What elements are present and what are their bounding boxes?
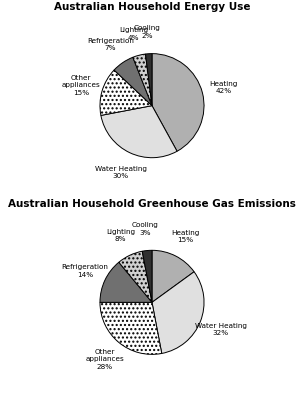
Wedge shape <box>146 54 152 106</box>
Text: Refrigeration
7%: Refrigeration 7% <box>87 38 134 51</box>
Text: Heating
42%: Heating 42% <box>209 80 238 94</box>
Wedge shape <box>152 272 204 354</box>
Text: Heating
15%: Heating 15% <box>171 230 200 243</box>
Text: Refrigeration
14%: Refrigeration 14% <box>62 264 109 278</box>
Text: Other
appliances
28%: Other appliances 28% <box>85 349 124 370</box>
Text: Lighting
4%: Lighting 4% <box>119 27 148 41</box>
Wedge shape <box>100 70 152 116</box>
Title: Australian Household Energy Use: Australian Household Energy Use <box>54 2 250 12</box>
Text: Cooling
3%: Cooling 3% <box>132 222 158 236</box>
Wedge shape <box>152 250 194 302</box>
Wedge shape <box>101 106 177 158</box>
Text: Other
appliances
15%: Other appliances 15% <box>62 74 100 96</box>
Wedge shape <box>100 302 162 354</box>
Text: Lighting
8%: Lighting 8% <box>106 229 135 242</box>
Wedge shape <box>119 251 152 302</box>
Text: Water Heating
30%: Water Heating 30% <box>95 166 147 179</box>
Wedge shape <box>114 57 152 106</box>
Title: Australian Household Greenhouse Gas Emissions: Australian Household Greenhouse Gas Emis… <box>8 199 296 209</box>
Wedge shape <box>152 54 204 151</box>
Text: Cooling
2%: Cooling 2% <box>134 25 161 39</box>
Text: Water Heating
32%: Water Heating 32% <box>195 323 247 336</box>
Wedge shape <box>100 262 152 302</box>
Wedge shape <box>133 54 152 106</box>
Wedge shape <box>142 250 152 302</box>
